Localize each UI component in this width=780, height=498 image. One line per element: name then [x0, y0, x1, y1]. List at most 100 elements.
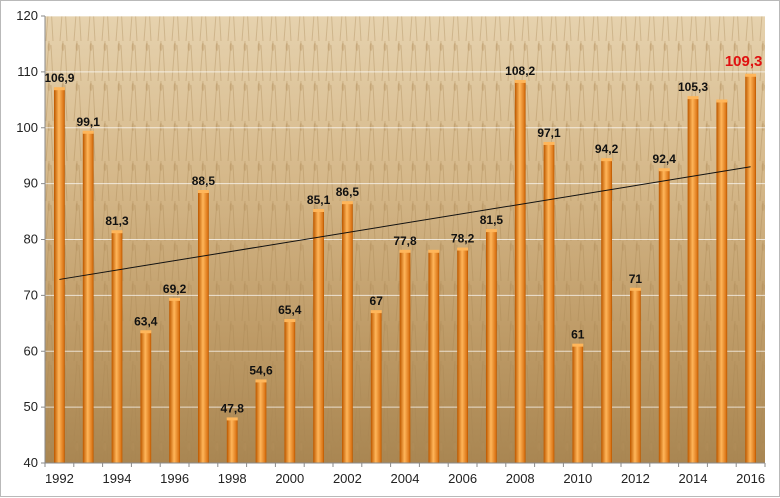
y-tick-label-100: 100: [16, 120, 38, 135]
bar-1999: [255, 381, 267, 464]
x-tick-label-2000: 2000: [275, 471, 304, 486]
x-tick-label-2016: 2016: [736, 471, 765, 486]
data-label-1992: 106,9: [44, 71, 74, 85]
bar-1997: [197, 191, 209, 464]
data-label-2009: 97,1: [537, 126, 561, 140]
data-label-1996: 69,2: [163, 282, 187, 296]
bar-cap-2004: [399, 249, 411, 253]
x-tick-label-2008: 2008: [506, 471, 535, 486]
bar-cap-1996: [169, 297, 181, 301]
bar-2010: [572, 345, 584, 464]
y-axis: 40 50 60 70 80 90 100 110 120: [16, 8, 46, 470]
bar-2001: [313, 210, 325, 464]
data-label-2003: 67: [370, 294, 384, 308]
bar-cap-1994: [111, 230, 123, 234]
data-label-2010: 61: [571, 328, 585, 342]
bar-cap-1995: [140, 330, 152, 334]
bar-2006: [457, 249, 469, 464]
data-label-1993: 99,1: [77, 115, 101, 129]
bar-cap-2005: [428, 249, 440, 253]
x-tick-label-2002: 2002: [333, 471, 362, 486]
bars: [53, 73, 757, 464]
data-label-1999: 54,6: [249, 363, 273, 377]
data-label-2006: 78,2: [451, 232, 475, 246]
bar-cap-2011: [601, 158, 613, 162]
bar-2014: [687, 97, 699, 464]
bar-1993: [82, 132, 94, 464]
bar-cap-2012: [629, 287, 641, 291]
bar-2013: [658, 169, 670, 464]
bar-2000: [284, 320, 296, 464]
bar-cap-2014: [687, 96, 699, 100]
bar-2002: [341, 202, 353, 464]
bar-cap-2001: [313, 209, 325, 213]
x-tick-label-2004: 2004: [391, 471, 420, 486]
bar-1996: [169, 299, 181, 464]
x-tick-label-1998: 1998: [218, 471, 247, 486]
bar-1995: [140, 331, 152, 464]
data-label-1994: 81,3: [105, 214, 129, 228]
data-label-2001: 85,1: [307, 193, 331, 207]
bar-cap-1997: [197, 190, 209, 194]
y-tick-label-70: 70: [24, 287, 38, 302]
bar-cap-2013: [658, 168, 670, 172]
data-label-1998: 47,8: [221, 401, 245, 415]
data-label-2004: 77,8: [393, 234, 417, 248]
data-label-2007: 81,5: [480, 213, 504, 227]
bar-1998: [226, 419, 238, 464]
bar-cap-2003: [370, 310, 382, 314]
bar-cap-1993: [82, 130, 94, 134]
data-label-2008: 108,2: [505, 64, 535, 78]
data-label-1997: 88,5: [192, 174, 216, 188]
bar-2015: [716, 101, 728, 464]
x-tick-label-2012: 2012: [621, 471, 650, 486]
trendline: [59, 166, 751, 280]
data-label-2014: 105,3: [678, 80, 708, 94]
bar-cap-2009: [543, 141, 555, 145]
bar-cap-2016: [745, 73, 757, 77]
data-label-2011: 94,2: [595, 142, 619, 156]
bar-2003: [370, 311, 382, 464]
data-label-2002: 86,5: [336, 185, 360, 199]
data-label-1995: 63,4: [134, 314, 158, 328]
x-tick-label-1996: 1996: [160, 471, 189, 486]
bar-cap-1992: [53, 87, 65, 91]
bar-2004: [399, 251, 411, 464]
data-labels: 106,9 99,1 81,3 63,4 69,2 88,5 47,8 54,6 65,4 85,…: [44, 53, 762, 416]
bar-2005: [428, 251, 440, 464]
bar-cap-2008: [514, 79, 526, 83]
y-tick-label-110: 110: [17, 64, 38, 79]
trendline-line: [59, 166, 751, 280]
bar-1994: [111, 231, 123, 464]
y-tick-label-50: 50: [24, 399, 38, 414]
y-tick-label-60: 60: [24, 343, 38, 358]
x-tick-label-1992: 1992: [45, 471, 74, 486]
y-tick-label-80: 80: [24, 232, 38, 247]
bar-cap-2002: [341, 201, 353, 205]
x-tick-label-2006: 2006: [448, 471, 477, 486]
bar-cap-2006: [457, 247, 469, 251]
x-tick-label-1994: 1994: [103, 471, 132, 486]
bar-cap-2010: [572, 343, 584, 347]
bar-2012: [630, 289, 641, 464]
bar-2009: [543, 143, 555, 464]
bar-cap-1998: [226, 417, 238, 421]
bar-1992: [54, 88, 65, 464]
y-tick-label-90: 90: [24, 176, 38, 191]
data-label-2016: 109,3: [725, 53, 763, 70]
bar-2016: [745, 75, 756, 464]
bar-2008: [514, 81, 526, 464]
data-label-2013: 92,4: [653, 152, 677, 166]
bar-2011: [601, 159, 612, 464]
x-axis: 1992 1994 1996 1998 2000 2002 2004 2006 2008 2010…: [44, 462, 766, 486]
bar-cap-2015: [716, 99, 728, 103]
data-label-2012: 71: [629, 272, 643, 286]
data-label-2000: 65,4: [278, 303, 302, 317]
bar-cap-1999: [255, 379, 267, 383]
y-tick-label-40: 40: [24, 455, 38, 470]
y-tick-label-120: 120: [16, 8, 38, 23]
x-tick-label-2014: 2014: [679, 471, 708, 486]
bar-cap-2000: [284, 319, 296, 323]
